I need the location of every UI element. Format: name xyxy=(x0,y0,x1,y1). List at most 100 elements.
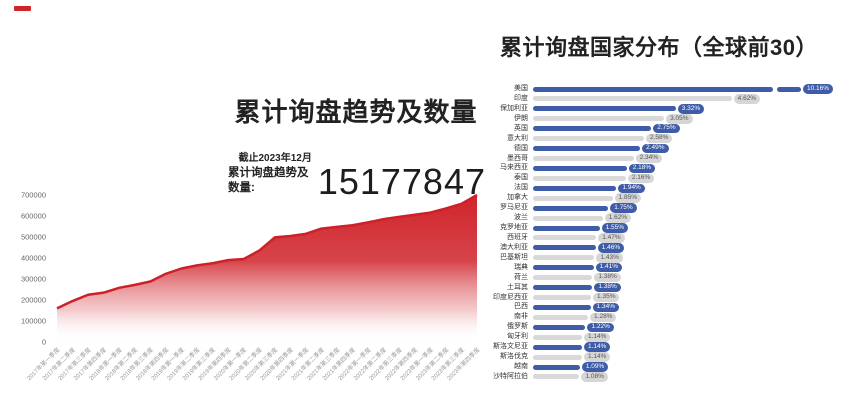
country-label: 加拿大 xyxy=(507,194,528,202)
area-line xyxy=(56,193,478,310)
bar-row: 荷兰 1.38% xyxy=(446,272,852,283)
x-tick-label: 2022年第一季度 xyxy=(336,346,372,382)
bar xyxy=(533,156,634,161)
bar-track: 10.16% xyxy=(533,84,852,94)
bar xyxy=(533,314,589,320)
bar xyxy=(533,136,644,142)
bar-track: 1.34% xyxy=(533,302,852,313)
bar-track: 1.14% xyxy=(533,352,852,362)
bar-row: 印度尼西亚 1.35% xyxy=(446,292,852,303)
value-badge: 1.75% xyxy=(610,203,637,213)
x-tick-label: 2021年第二季度 xyxy=(290,346,326,382)
x-tick-label: 2021年第一季度 xyxy=(274,346,310,382)
value-badge: 1.22% xyxy=(587,322,614,333)
bar-track: 1.43% xyxy=(533,253,852,263)
value-badge: 1.38% xyxy=(594,282,621,293)
country-label: 法国 xyxy=(514,184,528,192)
x-tick-label: 2019年第四季度 xyxy=(196,346,232,382)
bar-row: 土耳其 1.38% xyxy=(446,282,852,293)
stat-value: 15177847 xyxy=(317,161,486,202)
x-tick-label: 2021年第三季度 xyxy=(305,346,341,382)
value-badge: 1.62% xyxy=(604,213,632,223)
x-tick-label: 2019年第二季度 xyxy=(165,346,201,382)
bar-track: 2.34% xyxy=(533,153,852,164)
bar xyxy=(533,275,593,281)
x-tick-label: 2023年第一季度 xyxy=(398,346,434,382)
country-label: 南非 xyxy=(514,313,528,321)
right-chart-title: 累计询盘国家分布（全球前30） xyxy=(500,35,818,60)
stat-labels: 截止2023年12月 累计询盘趋势及数量: xyxy=(228,152,312,196)
bar-row: 巴西 1.34% xyxy=(446,302,852,313)
bar-row: 德国 2.49% xyxy=(446,143,852,154)
bar-row: 泰国 2.16% xyxy=(446,173,852,184)
country-label: 罗马尼亚 xyxy=(500,204,528,212)
country-label: 马来西亚 xyxy=(500,164,528,172)
country-label: 斯洛文尼亚 xyxy=(493,343,528,351)
x-tick-label: 2019年第三季度 xyxy=(181,346,217,382)
x-tick-label: 2018年第一季度 xyxy=(87,346,123,382)
value-badge: 1.14% xyxy=(584,342,611,352)
country-label: 俄罗斯 xyxy=(507,323,528,331)
x-tick-label: 2022年第三季度 xyxy=(367,346,403,382)
value-badge: 1.43% xyxy=(596,253,623,263)
y-tick-label: 400000 xyxy=(21,254,46,263)
bar xyxy=(533,146,641,152)
bar-row: 保加利亚 3.32% xyxy=(446,104,852,114)
x-tick-label: 2022年第二季度 xyxy=(352,346,388,382)
bar-track: 1.46% xyxy=(533,243,852,253)
y-tick-label: 100000 xyxy=(21,317,46,326)
bar-track: 3.32% xyxy=(533,104,852,114)
bar xyxy=(533,106,676,112)
country-label: 越南 xyxy=(514,363,528,371)
asof-label: 截止2023年12月 xyxy=(238,153,312,164)
value-badge: 2.49% xyxy=(642,143,669,154)
bar-row: 斯洛伐克 1.14% xyxy=(446,352,852,362)
value-badge: 2.58% xyxy=(645,133,673,144)
bar xyxy=(533,96,732,102)
bar-row: 伊朗 3.05% xyxy=(446,114,852,124)
y-tick-label: 700000 xyxy=(21,191,46,200)
bar-chart: 美国 10.16% 印度 4.62% 保加利亚 3.32% 伊朗 3.05% 英国 2.75% 意大… xyxy=(446,84,852,396)
bar-row: 意大利 2.58% xyxy=(446,133,852,144)
bar-track: 1.14% xyxy=(533,342,852,352)
country-label: 克罗地亚 xyxy=(500,224,528,232)
bar xyxy=(533,116,665,122)
value-badge: 2.34% xyxy=(635,153,663,164)
bar xyxy=(533,354,583,360)
bar-track: 4.62% xyxy=(533,94,852,104)
left-chart-title: 累计询盘趋势及数量 xyxy=(234,97,478,127)
value-badge: 1.38% xyxy=(594,272,621,283)
bar-track: 1.75% xyxy=(533,203,852,213)
country-label: 斯洛伐克 xyxy=(500,353,528,361)
value-badge: 1.35% xyxy=(593,292,620,303)
x-tick-label: 2017年第一季度 xyxy=(25,346,61,382)
bar-track: 1.85% xyxy=(533,193,852,203)
country-label: 波兰 xyxy=(514,214,528,222)
bar xyxy=(533,185,617,191)
y-tick-label: 0 xyxy=(42,338,46,347)
x-tick-label: 2018年第三季度 xyxy=(118,346,154,382)
value-badge: 1.94% xyxy=(618,183,645,194)
bar-row: 巴基斯坦 1.43% xyxy=(446,253,852,263)
country-label: 匈牙利 xyxy=(507,333,528,341)
x-tick-label: 2017年第四季度 xyxy=(72,346,108,382)
value-badge: 1.34% xyxy=(592,302,620,313)
bar-track: 1.55% xyxy=(533,223,852,233)
bar xyxy=(533,334,583,340)
area-fill xyxy=(57,195,477,342)
country-label: 英国 xyxy=(514,124,528,132)
value-badge: 2.18% xyxy=(628,163,656,174)
x-tick-label: 2020年第四季度 xyxy=(258,346,294,382)
bar-row: 墨西哥 2.34% xyxy=(446,153,852,164)
bar xyxy=(533,126,652,132)
bar xyxy=(533,235,597,241)
bar-track: 2.49% xyxy=(533,143,852,154)
bar-row: 印度 4.62% xyxy=(446,94,852,104)
value-badge: 1.47% xyxy=(598,233,625,243)
country-label: 德国 xyxy=(514,144,528,152)
y-tick-label: 200000 xyxy=(21,296,46,305)
country-label: 瑞典 xyxy=(514,263,528,271)
y-tick-label: 300000 xyxy=(21,275,46,284)
y-tick-label: 500000 xyxy=(21,233,46,242)
